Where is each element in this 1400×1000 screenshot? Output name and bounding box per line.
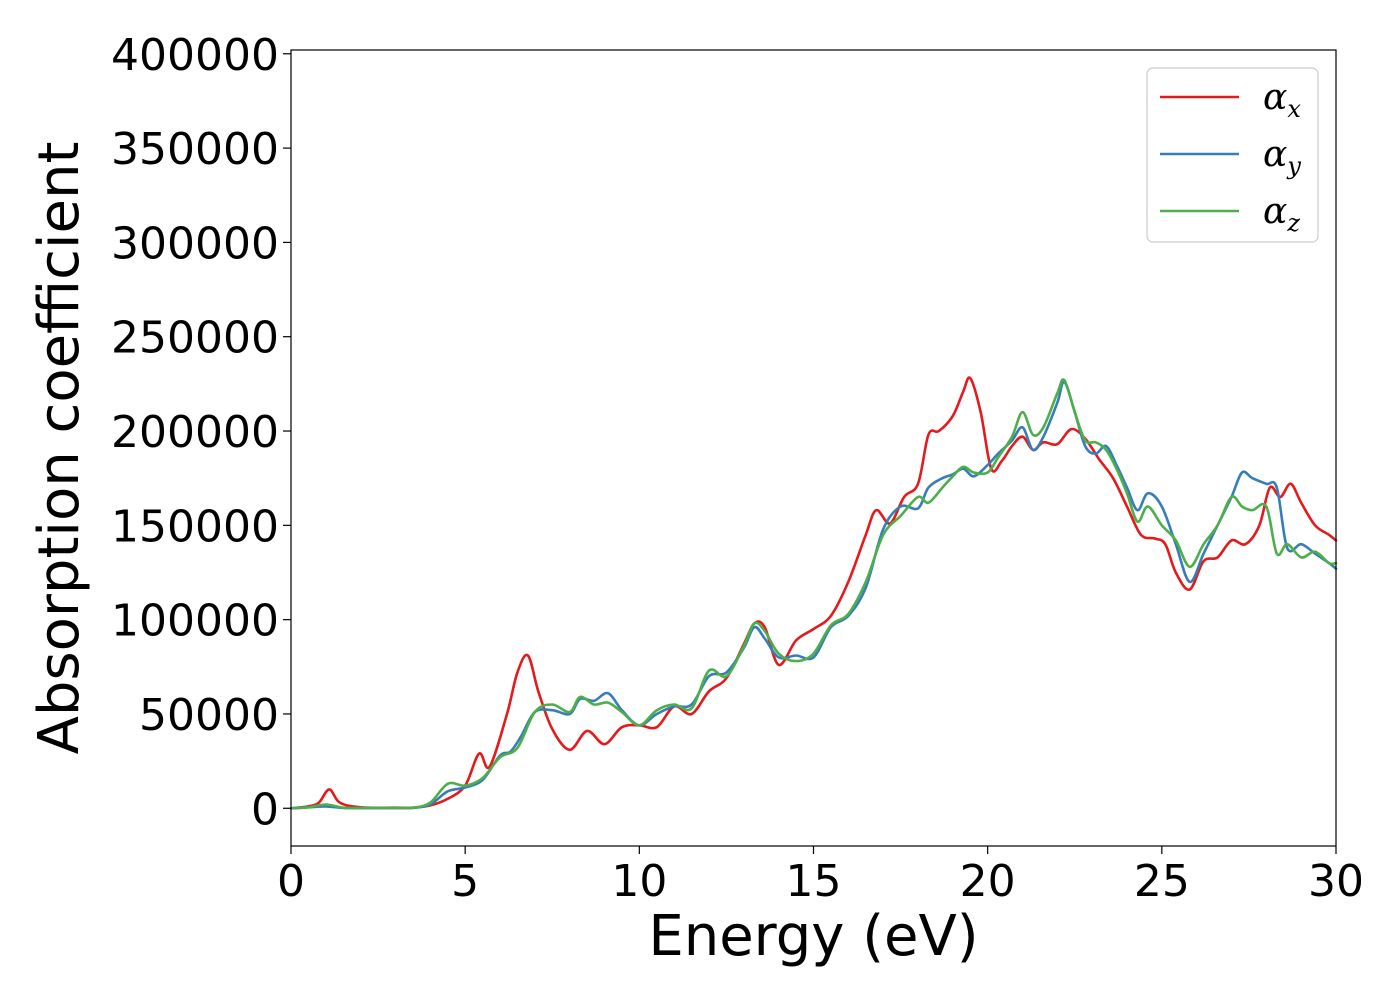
- y-axis-title: Absorption coefficient: [27, 142, 92, 755]
- plot-lines: [289, 376, 1338, 810]
- x-tick-label: 15: [786, 856, 842, 907]
- legend-label-alpha-y: αy: [1263, 134, 1301, 180]
- x-tick-label: 10: [611, 856, 667, 907]
- x-tick-label: 30: [1308, 856, 1364, 907]
- y-tick-label: 200000: [111, 407, 279, 458]
- x-tick-label: 5: [451, 856, 479, 907]
- legend-label-symbol: α: [1263, 134, 1287, 175]
- y-tick-label: 100000: [111, 596, 279, 647]
- y-tick-label: 50000: [139, 690, 279, 741]
- x-tick-label: 20: [960, 856, 1016, 907]
- y-tick-label: 0: [251, 784, 279, 835]
- x-tick-label: 25: [1134, 856, 1190, 907]
- legend-label-subscript: z: [1286, 209, 1300, 237]
- y-tick-label: 400000: [111, 30, 279, 81]
- y-tick-label: 150000: [111, 501, 279, 552]
- y-tick-label: 300000: [111, 218, 279, 269]
- x-axis-ticks: 0 5 10 15 20 25 30: [277, 846, 1364, 907]
- legend-label-symbol: α: [1263, 191, 1287, 232]
- y-tick-label: 350000: [111, 124, 279, 175]
- series-line-alpha-y: [289, 380, 1338, 810]
- x-axis-title: Energy (eV): [648, 904, 978, 969]
- series-line-alpha-x: [289, 376, 1338, 810]
- series-line-alpha-z: [289, 378, 1338, 810]
- legend-label-subscript: x: [1287, 95, 1301, 123]
- x-tick-label: 0: [277, 856, 305, 907]
- legend-label-subscript: y: [1286, 152, 1301, 180]
- legend-label-alpha-x: αx: [1263, 77, 1301, 123]
- legend-label-symbol: α: [1263, 77, 1287, 118]
- legend-label-alpha-z: αz: [1263, 191, 1300, 237]
- y-axis-ticks: 0 50000 100000 150000 200000 250000 300000 3500…: [111, 30, 291, 835]
- y-tick-label: 250000: [111, 313, 279, 364]
